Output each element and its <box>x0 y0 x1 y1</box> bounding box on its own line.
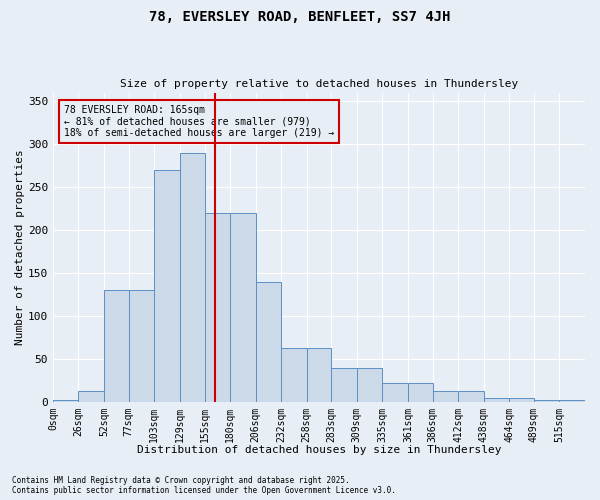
Bar <box>408 383 433 402</box>
Bar <box>104 290 128 402</box>
Bar <box>357 368 382 402</box>
Bar <box>281 348 307 402</box>
Bar <box>484 398 509 402</box>
Bar <box>128 290 154 402</box>
Text: Contains HM Land Registry data © Crown copyright and database right 2025.
Contai: Contains HM Land Registry data © Crown c… <box>12 476 396 495</box>
Bar <box>154 170 180 402</box>
Bar <box>53 400 79 402</box>
Bar <box>180 152 205 402</box>
Bar <box>307 348 331 402</box>
Bar <box>509 398 534 402</box>
Bar <box>534 400 559 402</box>
Bar <box>559 400 585 402</box>
X-axis label: Distribution of detached houses by size in Thundersley: Distribution of detached houses by size … <box>137 445 501 455</box>
Bar <box>256 282 281 402</box>
Bar <box>382 383 408 402</box>
Bar <box>230 213 256 402</box>
Bar <box>433 391 458 402</box>
Title: Size of property relative to detached houses in Thundersley: Size of property relative to detached ho… <box>120 79 518 89</box>
Bar <box>79 391 104 402</box>
Y-axis label: Number of detached properties: Number of detached properties <box>15 150 25 345</box>
Bar <box>458 391 484 402</box>
Bar <box>205 213 230 402</box>
Text: 78 EVERSLEY ROAD: 165sqm
← 81% of detached houses are smaller (979)
18% of semi-: 78 EVERSLEY ROAD: 165sqm ← 81% of detach… <box>64 105 334 138</box>
Bar <box>331 368 357 402</box>
Text: 78, EVERSLEY ROAD, BENFLEET, SS7 4JH: 78, EVERSLEY ROAD, BENFLEET, SS7 4JH <box>149 10 451 24</box>
